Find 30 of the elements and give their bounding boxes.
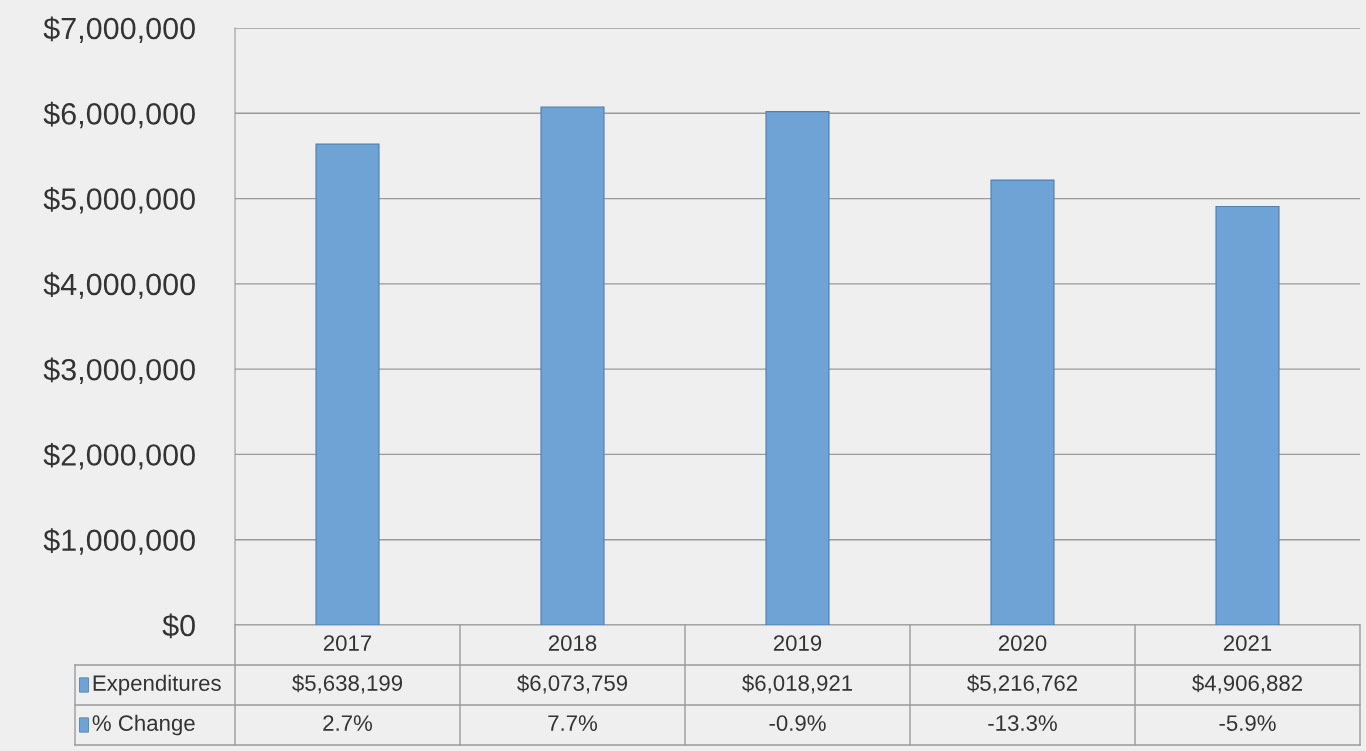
data-label: $6,018,921: [742, 674, 853, 694]
text: -13.3%: [988, 715, 1057, 731]
data-label: $5,216,762: [967, 674, 1077, 694]
bar: [765, 111, 830, 625]
y-tick-label: $6,000,000: [43, 101, 195, 129]
bar: [990, 179, 1055, 625]
data-label: $6,073,759: [517, 674, 628, 694]
y-tick-label: $1,000,000: [43, 528, 195, 555]
y-tick-label: $5,000,000: [43, 187, 195, 214]
text: 2.7%: [323, 715, 373, 731]
data-label: $4,906,882: [1192, 674, 1302, 694]
y-tick-label: $2,000,000: [43, 442, 195, 470]
text: 7.7%: [548, 715, 598, 731]
y-tick-label: $3,000,000: [43, 357, 195, 385]
x-tick-label: 2021: [1223, 635, 1272, 651]
y-tick-label: $7,000,000: [43, 16, 195, 43]
text: % Change: [92, 714, 195, 736]
x-tick-label: 2019: [773, 635, 822, 651]
x-tick-label: 2020: [998, 635, 1047, 651]
legend-label: Expenditures: [93, 674, 221, 696]
text: -0.9%: [769, 715, 826, 731]
x-tick-label: 2017: [323, 635, 372, 651]
bar: [315, 143, 380, 625]
x-tick-label: 2018: [548, 635, 597, 651]
y-tick-label: $4,000,000: [43, 272, 195, 299]
text: -5.9%: [1219, 715, 1276, 731]
data-label: $5,638,199: [292, 674, 403, 694]
bar: [540, 106, 605, 625]
bar: [1215, 205, 1280, 625]
y-tick-label: $0: [162, 613, 195, 639]
